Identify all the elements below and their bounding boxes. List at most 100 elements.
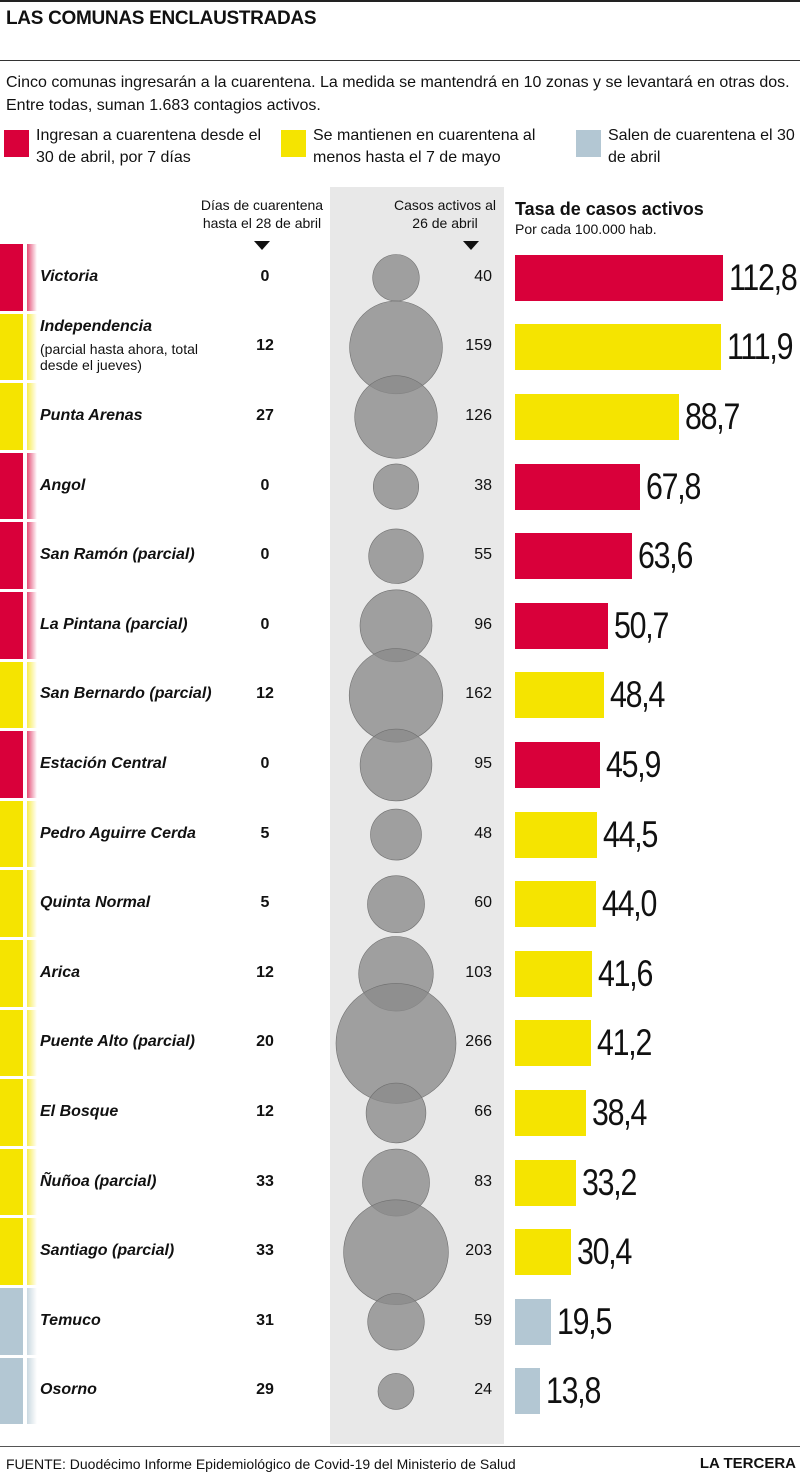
legend-label: Salen de cuarentena el 30 de abril [608, 127, 795, 166]
rate-bar [515, 1159, 576, 1206]
active-cases: 55 [474, 546, 492, 564]
status-strip [0, 1079, 23, 1146]
status-strip-fade [27, 1148, 37, 1216]
quarantine-days: 5 [260, 824, 270, 842]
comuna-name: Santiago (parcial) [40, 1242, 175, 1260]
status-strip-fade [27, 731, 37, 798]
rate-label: 44,5 [603, 813, 658, 855]
comuna-name: Pedro Aguirre Cerda [40, 824, 196, 842]
rate-bar [515, 950, 592, 997]
status-strip-fade [27, 313, 37, 381]
active-cases: 66 [474, 1103, 492, 1120]
active-cases: 266 [465, 1033, 492, 1051]
status-strip [0, 522, 23, 589]
comuna-name: San Bernardo (parcial) [40, 685, 212, 703]
comuna-name: La Pintana (parcial) [40, 615, 188, 633]
rate-label: 41,2 [597, 1022, 652, 1064]
comuna-name: Ñuñoa (parcial) [40, 1172, 157, 1190]
title-divider [0, 60, 800, 61]
quarantine-days: 29 [256, 1381, 274, 1399]
comuna-name: Independencia [40, 317, 153, 335]
status-strip-fade [27, 1009, 37, 1077]
comuna-name: Puente Alto (parcial) [40, 1033, 195, 1051]
active-cases: 38 [474, 476, 492, 494]
status-strip [0, 1218, 23, 1285]
active-cases: 162 [465, 685, 492, 703]
quarantine-days: 0 [260, 615, 270, 633]
legend-swatch-red [4, 130, 29, 157]
rate-bar [515, 463, 640, 510]
status-strip-fade [27, 940, 37, 1007]
source-note: FUENTE: Duodécimo Informe Epidemiológico… [6, 1456, 516, 1472]
active-cases: 159 [465, 337, 492, 355]
status-strip [0, 1288, 23, 1355]
rate-label: 13,8 [546, 1370, 601, 1412]
rate-label: 112,8 [729, 256, 798, 298]
legend-swatch-yellow [281, 130, 306, 157]
days-header-marker [254, 241, 270, 250]
status-strip [0, 1357, 23, 1425]
active-cases: 103 [465, 963, 492, 981]
status-strip-fade [27, 1357, 37, 1425]
rate-bar [515, 602, 608, 649]
page-title: LAS COMUNAS ENCLAUSTRADAS [6, 8, 317, 29]
days-column-header: Días de cuarentena hasta el 28 de abril [200, 197, 324, 231]
quarantine-days: 12 [256, 337, 274, 355]
status-strip-fade [27, 592, 37, 659]
rate-column-subtitle: Por cada 100.000 hab. [515, 221, 657, 237]
rate-bar [515, 1298, 551, 1345]
status-strip-fade [27, 661, 37, 729]
comuna-name: San Ramón (parcial) [40, 546, 195, 564]
quarantine-days: 31 [256, 1311, 274, 1329]
quarantine-days: 5 [260, 894, 270, 912]
legend-item-yellow: Se mantienen en cuarentena al menos hast… [281, 125, 561, 169]
rate-bar [515, 1229, 571, 1276]
quarantine-days: 33 [256, 1172, 274, 1190]
status-strip [0, 452, 23, 520]
quarantine-days: 12 [256, 685, 274, 703]
comuna-name: Punta Arenas [40, 407, 143, 424]
status-strip-fade [27, 1079, 37, 1146]
rate-label: 111,9 [727, 326, 794, 368]
quarantine-days: 12 [256, 963, 274, 981]
rate-label: 33,2 [582, 1161, 637, 1203]
comuna-name: Temuco [40, 1311, 101, 1329]
status-strip [0, 592, 23, 659]
rate-bar [515, 533, 632, 580]
rate-bar [515, 742, 600, 788]
rate-label: 50,7 [614, 604, 669, 646]
quarantine-days: 12 [256, 1103, 274, 1120]
rate-label: 67,8 [646, 465, 701, 507]
cases-column-header: Casos activos al 26 de abril [394, 197, 496, 231]
rate-bar [515, 1368, 540, 1415]
top-rule [0, 0, 800, 2]
active-cases: 95 [474, 755, 492, 772]
comuna-note: (parcial hasta ahora, total desde el jue… [40, 340, 198, 373]
legend-item-red: Ingresan a cuarentena desde el 30 de abr… [4, 125, 264, 169]
active-cases: 40 [474, 267, 492, 285]
legend-label: Ingresan a cuarentena desde el 30 de abr… [36, 127, 262, 166]
rate-bar [515, 1020, 591, 1067]
rate-bar [515, 1090, 586, 1136]
status-strip [0, 800, 23, 868]
status-strip-fade [27, 522, 37, 589]
quarantine-days: 27 [256, 407, 274, 424]
comuna-name: Estación Central [40, 755, 167, 772]
active-cases: 203 [465, 1242, 492, 1260]
rate-label: 41,6 [598, 952, 653, 994]
status-strip-fade [27, 870, 37, 937]
rate-label: 88,7 [685, 396, 740, 437]
active-cases: 126 [465, 407, 492, 424]
quarantine-days: 33 [256, 1242, 274, 1260]
rate-label: 38,4 [592, 1092, 647, 1133]
rate-bar [515, 672, 604, 719]
footer-divider [0, 1446, 800, 1447]
comuna-name: Angol [40, 476, 86, 494]
legend-label: Se mantienen en cuarentena al menos hast… [313, 127, 536, 166]
rate-bar [515, 811, 597, 858]
comuna-name: Osorno [40, 1381, 97, 1399]
comuna-name: Arica [40, 963, 81, 981]
rate-column-title: Tasa de casos activos [515, 199, 704, 219]
rate-bar [515, 324, 721, 371]
active-cases: 60 [474, 894, 492, 912]
